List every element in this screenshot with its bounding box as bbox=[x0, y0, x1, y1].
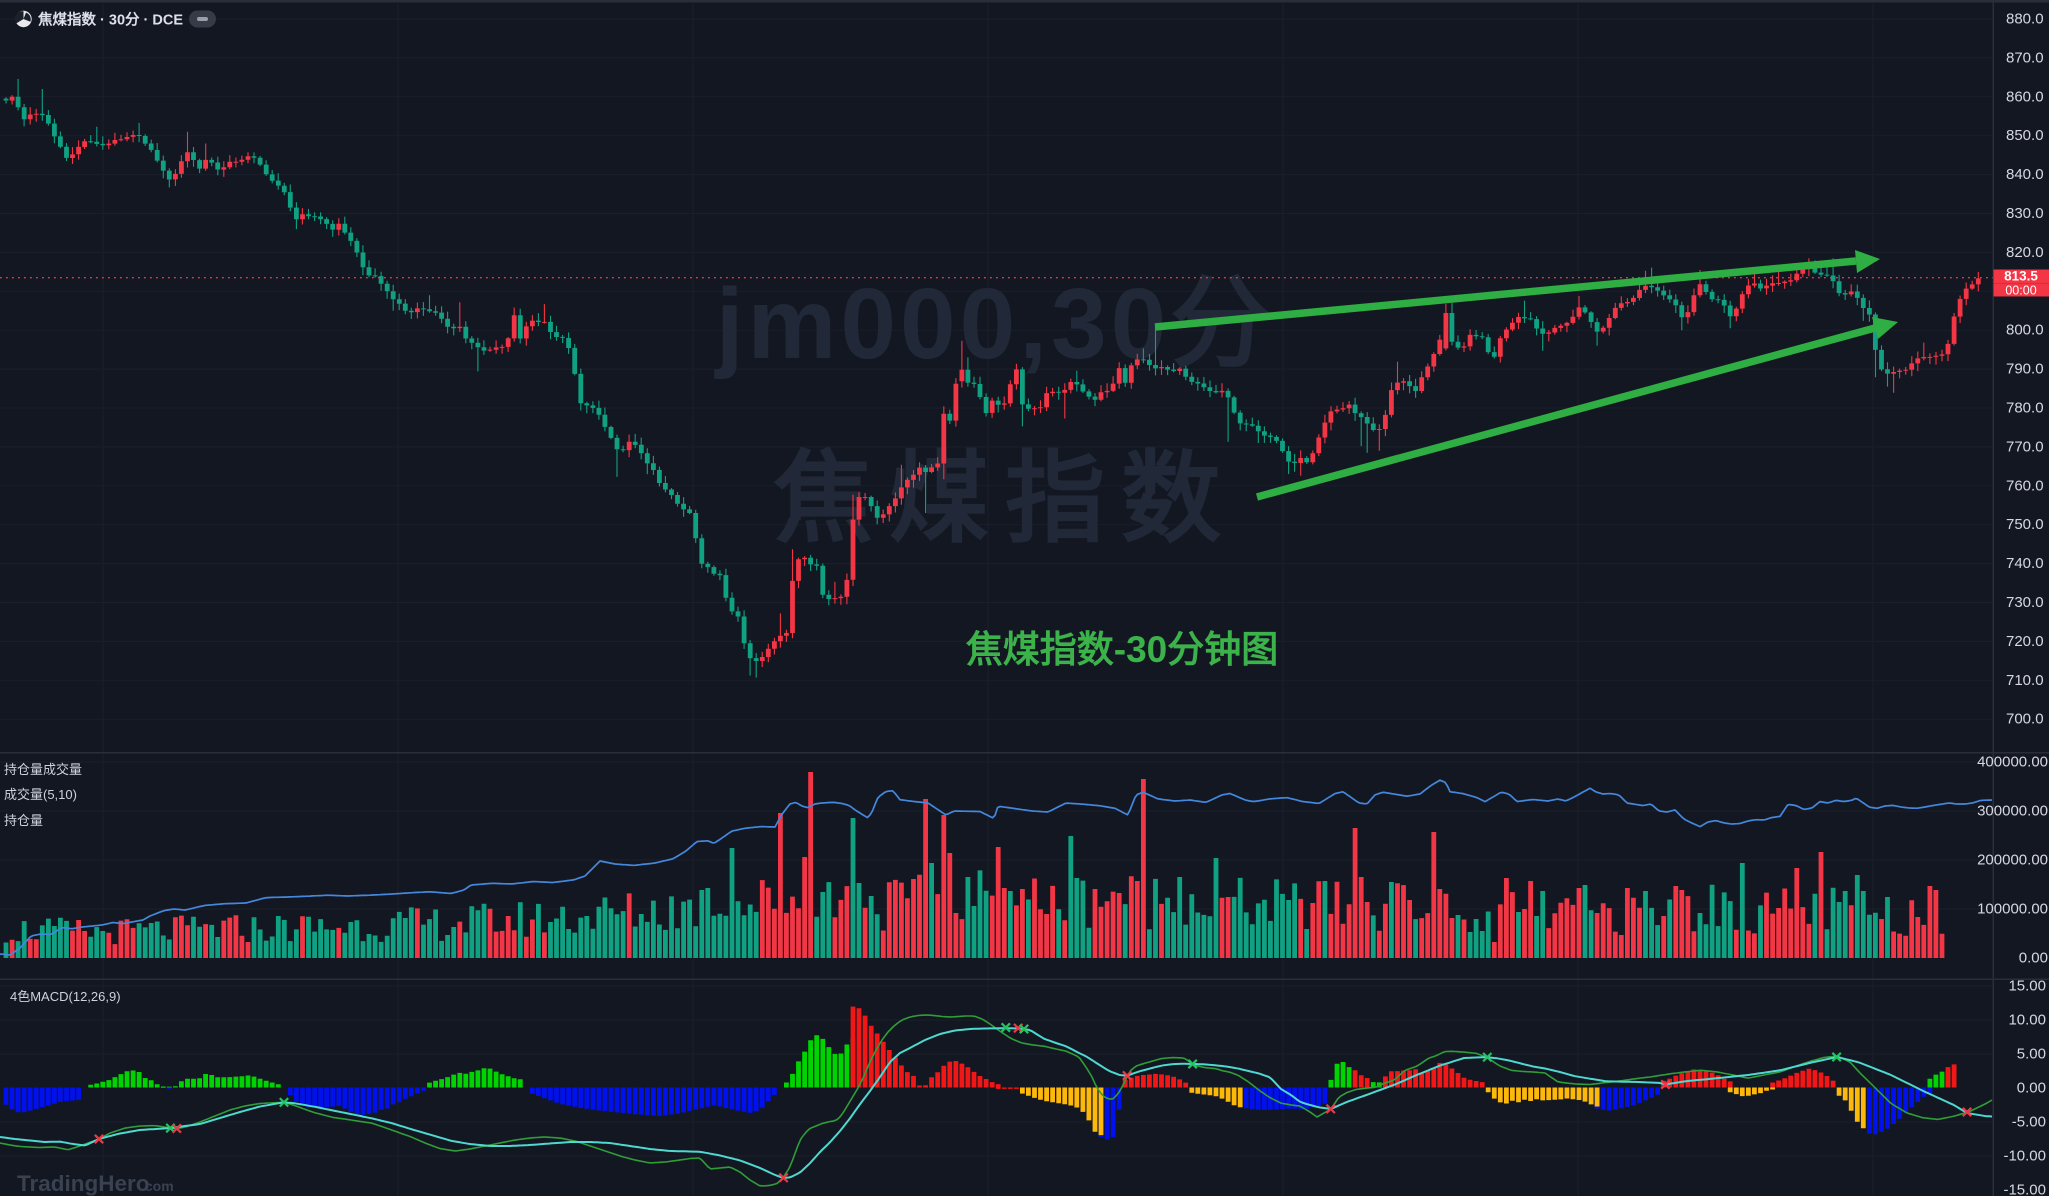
svg-text:100000.00: 100000.00 bbox=[1977, 901, 2048, 918]
svg-text:300000.00: 300000.00 bbox=[1977, 803, 2048, 820]
svg-text:00:00: 00:00 bbox=[2005, 284, 2036, 298]
svg-text:400000.00: 400000.00 bbox=[1977, 754, 2048, 771]
svg-text:焦煤指数: 焦煤指数 bbox=[773, 443, 1237, 555]
svg-text:10.00: 10.00 bbox=[2008, 1012, 2046, 1029]
svg-text:860.0: 860.0 bbox=[2006, 88, 2044, 105]
svg-text:820.0: 820.0 bbox=[2006, 244, 2044, 261]
svg-text:.com: .com bbox=[141, 1178, 174, 1194]
svg-text:830.0: 830.0 bbox=[2006, 205, 2044, 222]
svg-text:870.0: 870.0 bbox=[2006, 49, 2044, 66]
svg-text:TradingHero: TradingHero bbox=[17, 1171, 150, 1196]
svg-text:200000.00: 200000.00 bbox=[1977, 852, 2048, 869]
svg-text:成交量(5,10): 成交量(5,10) bbox=[4, 787, 77, 802]
svg-text:焦煤指数 · 30分 · DCE: 焦煤指数 · 30分 · DCE bbox=[37, 11, 183, 29]
svg-text:-5.00: -5.00 bbox=[2012, 1114, 2046, 1131]
svg-text:750.0: 750.0 bbox=[2006, 516, 2044, 533]
svg-text:持仓量成交量: 持仓量成交量 bbox=[4, 762, 82, 777]
svg-text:790.0: 790.0 bbox=[2006, 361, 2044, 378]
svg-text:0.00: 0.00 bbox=[2017, 1080, 2046, 1097]
svg-text:0.00: 0.00 bbox=[2019, 950, 2048, 967]
svg-text:-10.00: -10.00 bbox=[2003, 1148, 2046, 1165]
svg-text:焦煤指数-30分钟图: 焦煤指数-30分钟图 bbox=[966, 629, 1278, 670]
svg-text:760.0: 760.0 bbox=[2006, 477, 2044, 494]
svg-text:780.0: 780.0 bbox=[2006, 400, 2044, 417]
svg-text:740.0: 740.0 bbox=[2006, 555, 2044, 572]
svg-text:5.00: 5.00 bbox=[2017, 1046, 2046, 1063]
svg-text:880.0: 880.0 bbox=[2006, 11, 2044, 28]
svg-text:800.0: 800.0 bbox=[2006, 322, 2044, 339]
svg-text:720.0: 720.0 bbox=[2006, 633, 2044, 650]
svg-text:840.0: 840.0 bbox=[2006, 166, 2044, 183]
svg-text:710.0: 710.0 bbox=[2006, 672, 2044, 689]
svg-text:730.0: 730.0 bbox=[2006, 594, 2044, 611]
svg-text:15.00: 15.00 bbox=[2008, 978, 2046, 995]
svg-text:700.0: 700.0 bbox=[2006, 711, 2044, 728]
svg-text:持仓量: 持仓量 bbox=[4, 813, 43, 828]
svg-text:-15.00: -15.00 bbox=[2003, 1182, 2046, 1196]
svg-text:770.0: 770.0 bbox=[2006, 438, 2044, 455]
svg-text:813.5: 813.5 bbox=[2004, 269, 2038, 284]
svg-text:4色MACD(12,26,9): 4色MACD(12,26,9) bbox=[10, 989, 121, 1004]
svg-text:850.0: 850.0 bbox=[2006, 127, 2044, 144]
